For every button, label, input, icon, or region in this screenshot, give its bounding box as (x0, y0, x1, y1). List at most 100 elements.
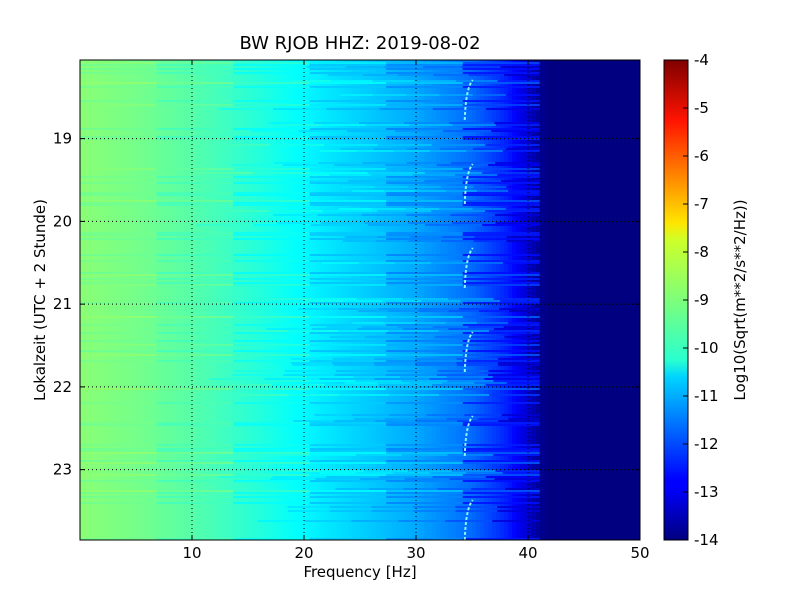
heatmap-stripe (406, 162, 452, 164)
heatmap-stripe (80, 460, 158, 462)
heatmap-stripe (466, 150, 504, 152)
heatmap-stripe (498, 364, 540, 366)
heatmap-stripe (309, 82, 387, 84)
heatmap-stripe (156, 538, 234, 540)
heatmap-stripe (352, 322, 385, 324)
heatmap-stripe (342, 186, 376, 188)
heatmap-stripe (278, 124, 323, 126)
heatmap-stripe (156, 284, 234, 286)
heatmap-stripe (233, 474, 311, 476)
heatmap-stripe (309, 136, 387, 138)
heatmap-stripe (156, 138, 234, 140)
heatmap-stripe (386, 370, 439, 372)
heatmap-stripe (338, 394, 390, 396)
heatmap-stripe (309, 274, 387, 276)
heatmap-stripe (80, 82, 158, 84)
heatmap-stripe (462, 452, 540, 454)
heatmap-stripe (471, 488, 506, 490)
heatmap-stripe (309, 234, 387, 236)
heatmap-stripe (80, 448, 158, 450)
heatmap-stripe (309, 194, 387, 196)
heatmap-stripe (473, 148, 507, 150)
heatmap-stripe (455, 506, 498, 508)
heatmap-stripe (456, 362, 499, 364)
heatmap-stripe (309, 128, 387, 130)
heatmap-stripe (309, 340, 387, 342)
heatmap-stripe (462, 496, 540, 498)
heatmap-stripe (462, 502, 540, 504)
heatmap-stripe (156, 492, 234, 494)
heatmap-stripe (386, 502, 464, 504)
heatmap-column (92, 60, 97, 540)
heatmap-stripe (432, 326, 469, 328)
heatmap-column (136, 60, 141, 540)
heatmap-stripe (398, 74, 434, 76)
plot-frame (79, 59, 641, 541)
heatmap-stripe (386, 136, 464, 138)
heatmap-stripe (233, 452, 311, 454)
heatmap-stripe (466, 262, 504, 264)
heatmap-stripe (386, 316, 464, 318)
heatmap-stripe (314, 414, 353, 416)
heatmap-stripe (426, 414, 465, 416)
heatmap-stripe (309, 278, 387, 280)
heatmap-stripe (375, 420, 417, 422)
heatmap-stripe (80, 402, 158, 404)
heatmap-stripe (462, 202, 540, 204)
heatmap-stripe (264, 378, 320, 380)
heatmap-stripe (406, 94, 440, 96)
heatmap-stripe (156, 402, 234, 404)
heatmap-stripe (319, 378, 375, 380)
heatmap-stripe (386, 448, 464, 450)
heatmap-stripe (309, 200, 387, 202)
heatmap-stripe (309, 238, 387, 240)
heatmap-stripe (80, 128, 158, 130)
heatmap-column (200, 60, 205, 540)
y-tick-label: 19 (53, 130, 72, 148)
heatmap-column (548, 60, 553, 540)
heatmap-stripe (342, 300, 383, 302)
heatmap-stripe (399, 376, 447, 378)
heatmap-stripe (386, 496, 464, 498)
heatmap-stripe (80, 502, 158, 504)
heatmap-stripe (156, 340, 234, 342)
heatmap-stripe (503, 262, 540, 264)
heatmap-stripe (309, 316, 387, 318)
heatmap-column (100, 60, 105, 540)
heatmap-stripe (80, 168, 158, 170)
heatmap-stripe (447, 454, 494, 456)
heatmap-stripe (233, 128, 311, 130)
heatmap-stripe (492, 520, 540, 522)
heatmap-stripe (386, 104, 464, 106)
heatmap-stripe (441, 382, 475, 384)
heatmap-column (196, 60, 201, 540)
heatmap-stripe (474, 382, 508, 384)
heatmap-stripe (386, 332, 464, 334)
heatmap-stripe (386, 232, 464, 234)
heatmap-stripe (505, 94, 540, 96)
colorbar-ticks: -4 -5 -6 -7 -8 -9 -10 -11 -12 -13 -14 (683, 51, 719, 549)
heatmap-stripe (386, 192, 464, 194)
heatmap-stripe (506, 148, 540, 150)
heatmap-stripe (156, 194, 234, 196)
heatmap-stripe (232, 374, 284, 376)
heatmap-stripe (156, 424, 234, 426)
heatmap-column (144, 60, 149, 540)
heatmap-stripe (423, 66, 463, 68)
heatmap-stripe (386, 490, 464, 492)
heatmap-column (140, 60, 145, 540)
heatmap-stripe (309, 422, 387, 424)
heatmap-stripe (80, 136, 158, 138)
heatmap-stripe (472, 208, 507, 210)
heatmap-stripe (395, 130, 444, 132)
heatmap-stripe (445, 190, 478, 192)
heatmap-stripe (156, 302, 234, 304)
heatmap-stripe (500, 180, 540, 182)
heatmap-stripe (80, 238, 158, 240)
heatmap-stripe (429, 150, 467, 152)
heatmap-column (544, 60, 549, 540)
spectral-line-segment (463, 79, 474, 121)
heatmap-stripe (488, 374, 540, 376)
heatmap-stripe (233, 104, 311, 106)
heatmap-column (584, 60, 589, 540)
